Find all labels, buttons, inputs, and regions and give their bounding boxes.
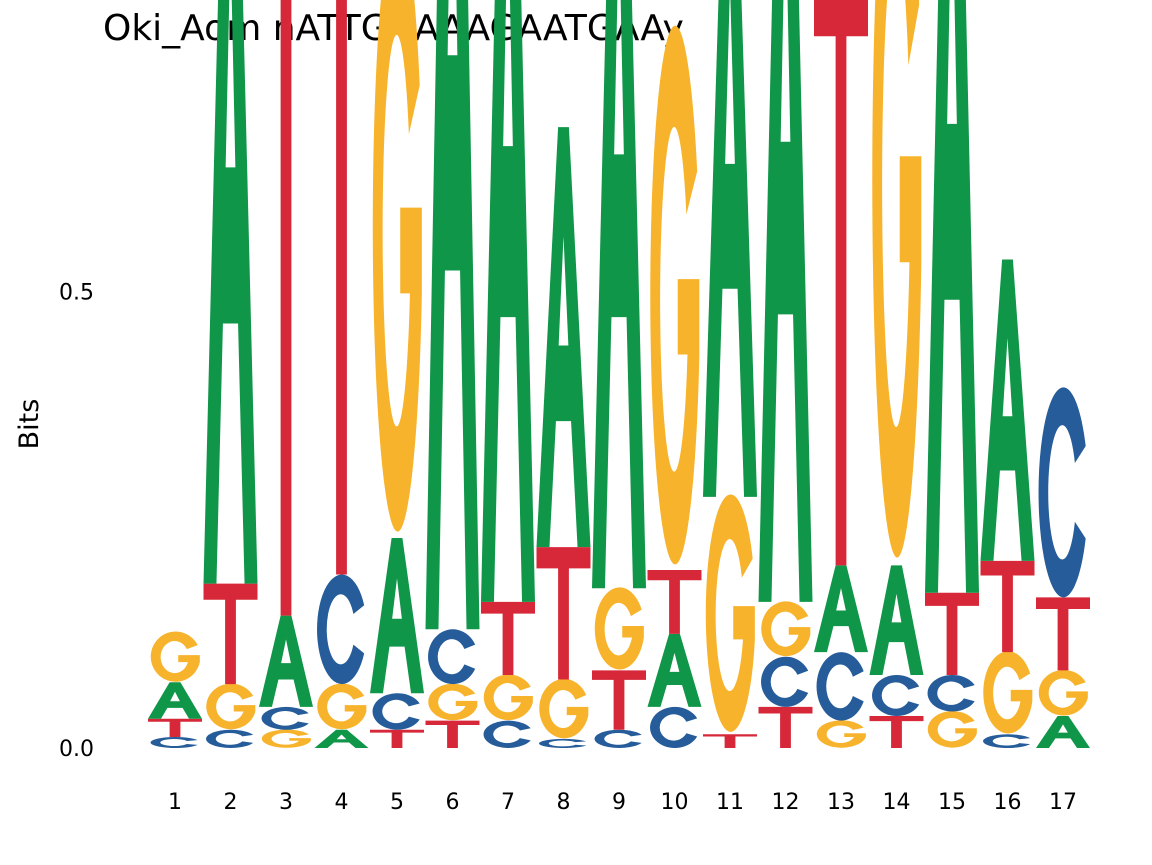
logo-letter-g [927, 711, 977, 748]
logo-letter-t [203, 583, 258, 685]
logo-letter-a [370, 538, 424, 694]
logo-letter-g [150, 631, 200, 682]
x-tick-label: 15 [938, 790, 966, 815]
logo-letter-g [872, 0, 922, 558]
x-tick-label: 14 [883, 790, 911, 815]
logo-letter-a [869, 565, 924, 675]
logo-letter-c [428, 629, 476, 685]
logo-letter-t [1036, 597, 1090, 671]
logo-letter-c [594, 729, 642, 748]
logo-letter-a [814, 565, 868, 653]
x-tick-label: 12 [772, 790, 800, 815]
x-tick-label: 7 [501, 790, 515, 815]
logo-letter-c [206, 729, 254, 748]
logo-letter-t [481, 601, 535, 675]
logo-letter-c [816, 652, 864, 721]
logo-letter-c [261, 706, 309, 730]
logo-letter-g [206, 683, 256, 730]
logo-letter-g [705, 494, 755, 732]
x-tick-label: 2 [224, 790, 238, 815]
y-tick-label: 0.0 [59, 737, 94, 762]
x-tick-label: 1 [168, 790, 182, 815]
logo-letter-c [539, 738, 587, 748]
y-axis: 0.00.51.0 [59, 281, 94, 763]
x-tick-label: 16 [994, 790, 1022, 815]
logo-letter-t [758, 706, 813, 748]
logo-letter-a [758, 0, 813, 602]
y-axis-title: Bits [14, 399, 45, 450]
logo-letter-c [872, 674, 920, 717]
logo-letter-g [317, 683, 367, 730]
x-tick-label: 4 [335, 790, 349, 815]
x-tick-label: 3 [279, 790, 293, 815]
x-tick-label: 9 [612, 790, 626, 815]
logo-letter-t [370, 729, 424, 748]
logo-letter-a [259, 615, 313, 707]
logo-letter-g [650, 25, 700, 565]
x-tick-label: 8 [557, 790, 571, 815]
logo-letter-a [148, 682, 202, 719]
logo-letter-g [983, 651, 1033, 734]
x-tick-label: 10 [661, 790, 689, 815]
logo-letter-t [336, 0, 347, 575]
logo-letter-a [203, 0, 258, 584]
logo-letter-t [592, 670, 646, 730]
logo-letter-t [425, 720, 480, 748]
x-tick-label: 11 [716, 790, 744, 815]
logo-letter-c [650, 706, 698, 748]
x-tick-label: 13 [827, 790, 855, 815]
logo-letter-c [483, 720, 531, 748]
logo-letter-c [150, 737, 198, 748]
logo-letter-a [703, 0, 758, 497]
logo-letter-t [814, 0, 869, 566]
logo-letter-a [1036, 716, 1090, 748]
logo-letter-a [481, 0, 536, 602]
logo-letter-g [594, 587, 644, 670]
logo-letter-c [927, 674, 975, 712]
logo-letter-a [980, 259, 1035, 561]
logo-letter-g [816, 720, 866, 748]
logo-letter-a [592, 0, 647, 589]
logo-letter-c [983, 734, 1031, 748]
x-tick-label: 6 [446, 790, 460, 815]
logo-letter-g [539, 678, 589, 739]
x-axis: 1 2 3 4 5 6 7 8 9 10 11 12 13 14 15 16 17 [168, 790, 1077, 815]
logo-letter-t [148, 718, 202, 738]
logo-letter-t [647, 569, 702, 634]
logo-letter-g [261, 729, 311, 748]
logo-letter-a [647, 633, 702, 707]
logo-letter-t [980, 560, 1035, 653]
logo-letter-c [1038, 387, 1086, 598]
logo-letter-a [536, 127, 591, 548]
logo-letter-a [425, 0, 480, 630]
logo-letter-c [317, 574, 365, 685]
logo-letter-g [761, 601, 811, 657]
logo-letter-t [536, 547, 591, 680]
logo-letter-c [761, 656, 809, 707]
logo-letter-g [483, 674, 533, 721]
logo-letter-t [869, 716, 924, 748]
logo-letter-t [703, 734, 757, 748]
logo-letter-g [1038, 669, 1088, 716]
logo-letter-c [372, 693, 420, 730]
logo-letter-g [428, 683, 478, 721]
logo-letters [148, 0, 1090, 748]
x-tick-label: 17 [1049, 790, 1077, 815]
logo-letter-g [372, 0, 422, 532]
logo-letter-t [280, 0, 292, 616]
logo-letter-t [925, 592, 979, 675]
x-tick-label: 5 [390, 790, 404, 815]
y-tick-label: 0.5 [59, 281, 94, 306]
logo-letter-a [925, 0, 980, 593]
logo-letter-a [314, 729, 369, 748]
